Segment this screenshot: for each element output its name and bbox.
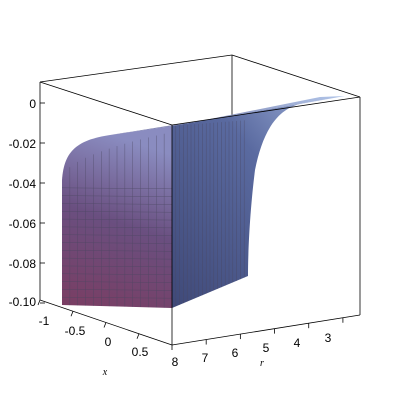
x-tick-labels: -1 -0.5 0 0.5 <box>39 314 149 359</box>
x-tick-mark <box>37 299 41 306</box>
z-tick-label: -0.10 <box>9 295 37 309</box>
mesh-line <box>61 195 173 197</box>
mesh-line <box>61 265 173 268</box>
mesh-line <box>61 203 173 205</box>
x-tick-label: -0.5 <box>65 324 86 338</box>
x-tick-mark <box>136 333 140 339</box>
x-tick-label: 0.5 <box>132 345 149 359</box>
mesh-line <box>61 242 173 244</box>
z-tick-label: -0.02 <box>9 137 37 151</box>
r-tick-label: 3 <box>325 331 332 345</box>
mesh-line <box>61 187 173 190</box>
x-tick-label: -1 <box>39 314 50 328</box>
mesh-line <box>61 296 173 299</box>
z-tick-labels: 0 -0.02 -0.04 -0.06 -0.08 -0.10 <box>9 97 37 309</box>
x-tick-mark <box>103 322 107 328</box>
r-tick-label: 8 <box>172 355 179 369</box>
mesh-line <box>61 218 173 221</box>
r-tick-label: 4 <box>294 336 301 350</box>
surface <box>62 96 345 308</box>
z-tick-label: -0.06 <box>9 217 37 231</box>
r-tick-label: 7 <box>202 351 209 365</box>
z-tick-label: 0 <box>29 97 36 111</box>
box-edge <box>39 81 173 126</box>
box-edge <box>39 54 233 83</box>
mesh-line <box>61 211 173 213</box>
mesh-line <box>61 234 173 236</box>
mesh-line <box>61 250 173 252</box>
surface-top-face <box>110 96 345 135</box>
mesh-line <box>61 226 173 229</box>
r-axis-label: r <box>260 358 264 369</box>
r-tick-label: 5 <box>263 341 270 355</box>
x-tick-label: 0 <box>105 335 112 349</box>
r-tick-label: 6 <box>232 346 239 360</box>
surface-mesh <box>61 120 245 308</box>
mesh-line <box>61 257 173 260</box>
surface-right-face <box>172 96 345 308</box>
r-tick-labels: 8 7 6 5 4 3 <box>172 331 332 369</box>
box-front-edges <box>39 81 361 346</box>
x-axis-label: x <box>102 367 108 378</box>
tick-marks <box>37 102 344 350</box>
mesh-line <box>61 289 173 291</box>
box-edge <box>171 314 361 346</box>
z-tick-label: -0.08 <box>9 257 37 271</box>
mesh-line <box>61 273 173 275</box>
box-edge <box>171 96 361 126</box>
box-edge <box>231 54 361 98</box>
x-tick-mark <box>70 311 74 317</box>
z-tick-label: -0.04 <box>9 177 37 191</box>
mesh-line <box>61 281 173 283</box>
